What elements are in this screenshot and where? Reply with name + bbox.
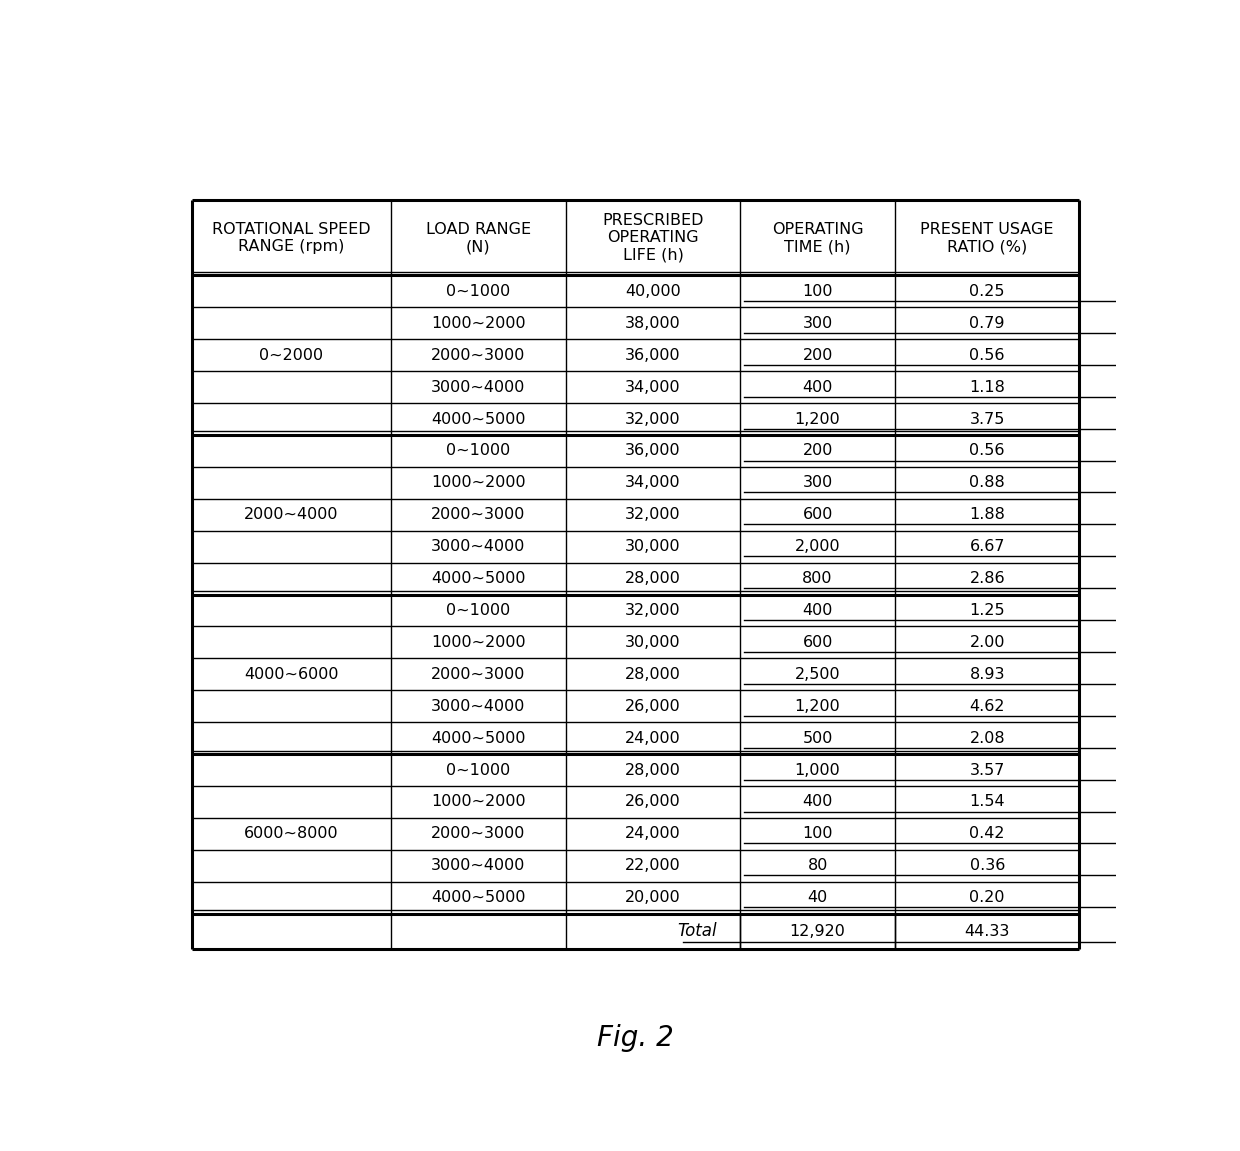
Text: 4000~6000: 4000~6000 — [244, 666, 339, 681]
Text: 0.20: 0.20 — [970, 890, 1004, 905]
Text: 800: 800 — [802, 571, 833, 586]
Text: LOAD RANGE
(N): LOAD RANGE (N) — [425, 222, 531, 254]
Text: 3.75: 3.75 — [970, 412, 1004, 427]
Text: 32,000: 32,000 — [625, 508, 681, 523]
Text: 38,000: 38,000 — [625, 315, 681, 330]
Text: 4000~5000: 4000~5000 — [432, 412, 526, 427]
Text: 30,000: 30,000 — [625, 539, 681, 554]
Text: 3000~4000: 3000~4000 — [432, 380, 526, 395]
Text: 2000~3000: 2000~3000 — [432, 826, 526, 841]
Text: 2,000: 2,000 — [795, 539, 841, 554]
Text: 40: 40 — [807, 890, 828, 905]
Text: 1.18: 1.18 — [970, 380, 1006, 395]
Text: 80: 80 — [807, 859, 828, 874]
Text: 0.88: 0.88 — [970, 475, 1006, 490]
Text: Total: Total — [677, 922, 717, 940]
Text: 2000~3000: 2000~3000 — [432, 508, 526, 523]
Text: 600: 600 — [802, 508, 833, 523]
Text: 12,920: 12,920 — [790, 924, 846, 939]
Text: 500: 500 — [802, 731, 833, 746]
Text: 28,000: 28,000 — [625, 762, 681, 778]
Text: 1,200: 1,200 — [795, 412, 841, 427]
Text: 2.08: 2.08 — [970, 731, 1004, 746]
Text: 0~1000: 0~1000 — [446, 603, 511, 618]
Text: 0~1000: 0~1000 — [446, 443, 511, 458]
Text: 100: 100 — [802, 826, 833, 841]
Text: 30,000: 30,000 — [625, 635, 681, 650]
Text: 100: 100 — [802, 284, 833, 299]
Text: 3.57: 3.57 — [970, 762, 1004, 778]
Text: 20,000: 20,000 — [625, 890, 681, 905]
Text: 8.93: 8.93 — [970, 666, 1004, 681]
Text: 36,000: 36,000 — [625, 443, 681, 458]
Text: 3000~4000: 3000~4000 — [432, 699, 526, 714]
Text: 6000~8000: 6000~8000 — [244, 826, 339, 841]
Text: 6.67: 6.67 — [970, 539, 1004, 554]
Text: PRESCRIBED
OPERATING
LIFE (h): PRESCRIBED OPERATING LIFE (h) — [603, 213, 704, 262]
Text: 26,000: 26,000 — [625, 699, 681, 714]
Text: 1.88: 1.88 — [970, 508, 1006, 523]
Text: 26,000: 26,000 — [625, 794, 681, 809]
Text: 1.54: 1.54 — [970, 794, 1004, 809]
Text: 2,500: 2,500 — [795, 666, 841, 681]
Text: 0.42: 0.42 — [970, 826, 1004, 841]
Text: Fig. 2: Fig. 2 — [598, 1023, 673, 1052]
Text: PRESENT USAGE
RATIO (%): PRESENT USAGE RATIO (%) — [920, 222, 1054, 254]
Text: 1000~2000: 1000~2000 — [432, 794, 526, 809]
Text: 0.56: 0.56 — [970, 443, 1004, 458]
Text: 3000~4000: 3000~4000 — [432, 539, 526, 554]
Text: 32,000: 32,000 — [625, 412, 681, 427]
Text: 40,000: 40,000 — [625, 284, 681, 299]
Text: 0.25: 0.25 — [970, 284, 1004, 299]
Text: 34,000: 34,000 — [625, 380, 681, 395]
Text: 0~1000: 0~1000 — [446, 284, 511, 299]
Text: 400: 400 — [802, 603, 833, 618]
Text: 2000~4000: 2000~4000 — [244, 508, 339, 523]
Text: 400: 400 — [802, 380, 833, 395]
Text: 0.36: 0.36 — [970, 859, 1004, 874]
Text: 0~2000: 0~2000 — [259, 348, 324, 363]
Text: ROTATIONAL SPEED
RANGE (rpm): ROTATIONAL SPEED RANGE (rpm) — [212, 222, 371, 254]
Text: 4000~5000: 4000~5000 — [432, 890, 526, 905]
Text: 200: 200 — [802, 443, 833, 458]
Text: 2000~3000: 2000~3000 — [432, 666, 526, 681]
Text: 600: 600 — [802, 635, 833, 650]
Text: 22,000: 22,000 — [625, 859, 681, 874]
Text: 300: 300 — [802, 475, 833, 490]
Text: 44.33: 44.33 — [965, 924, 1009, 939]
Text: 36,000: 36,000 — [625, 348, 681, 363]
Text: 3000~4000: 3000~4000 — [432, 859, 526, 874]
Text: 24,000: 24,000 — [625, 731, 681, 746]
Text: 1.25: 1.25 — [970, 603, 1004, 618]
Text: 1000~2000: 1000~2000 — [432, 315, 526, 330]
Text: 2.86: 2.86 — [970, 571, 1004, 586]
Text: 200: 200 — [802, 348, 833, 363]
Text: 1000~2000: 1000~2000 — [432, 635, 526, 650]
Text: 2.00: 2.00 — [970, 635, 1004, 650]
Text: 4000~5000: 4000~5000 — [432, 731, 526, 746]
Text: 0.56: 0.56 — [970, 348, 1004, 363]
Text: 1,000: 1,000 — [795, 762, 841, 778]
Text: OPERATING
TIME (h): OPERATING TIME (h) — [771, 222, 863, 254]
Text: 300: 300 — [802, 315, 833, 330]
Text: 0.79: 0.79 — [970, 315, 1004, 330]
Text: 400: 400 — [802, 794, 833, 809]
Text: 24,000: 24,000 — [625, 826, 681, 841]
Text: 4.62: 4.62 — [970, 699, 1004, 714]
Text: 1000~2000: 1000~2000 — [432, 475, 526, 490]
Text: 28,000: 28,000 — [625, 571, 681, 586]
Text: 0~1000: 0~1000 — [446, 762, 511, 778]
Text: 32,000: 32,000 — [625, 603, 681, 618]
Text: 4000~5000: 4000~5000 — [432, 571, 526, 586]
Text: 28,000: 28,000 — [625, 666, 681, 681]
Text: 34,000: 34,000 — [625, 475, 681, 490]
Text: 2000~3000: 2000~3000 — [432, 348, 526, 363]
Text: 1,200: 1,200 — [795, 699, 841, 714]
